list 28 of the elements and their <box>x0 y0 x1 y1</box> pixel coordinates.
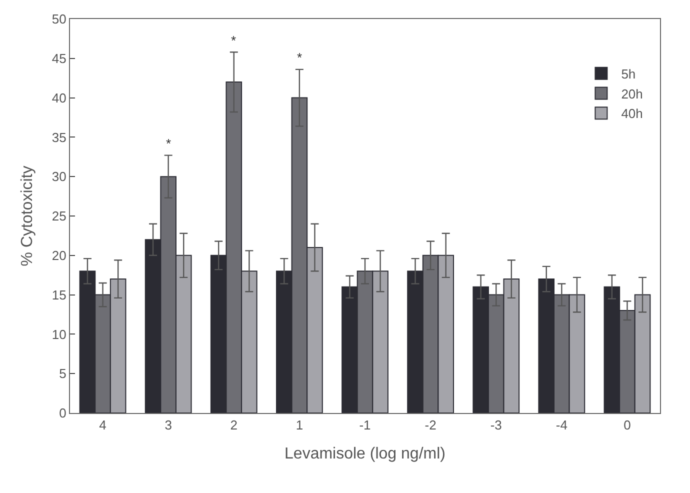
x-tick-label: -4 <box>556 418 568 433</box>
y-tick-label: 40 <box>52 90 66 106</box>
y-axis-title: % Cytotoxicity <box>18 166 36 266</box>
y-tick-label: 20 <box>52 248 66 263</box>
y-tick-label: 35 <box>52 130 66 145</box>
x-tick-label: -1 <box>359 418 371 433</box>
y-tick-label: 50 <box>52 12 66 27</box>
legend-label: 40h <box>621 106 643 122</box>
annotation: * <box>231 33 236 48</box>
x-tick-label: 1 <box>296 418 304 433</box>
annotation: * <box>166 136 172 151</box>
y-tick-label: 15 <box>52 287 66 302</box>
legend-label: 20h <box>621 86 643 102</box>
y-tick-label: 0 <box>59 406 66 421</box>
x-tick-label: 3 <box>164 418 172 433</box>
y-tick-label: 5 <box>59 366 66 382</box>
x-tick-label: -2 <box>424 418 436 433</box>
x-tick-label: -3 <box>490 418 502 433</box>
x-tick-label: 0 <box>624 418 631 433</box>
y-tick-label: 10 <box>52 326 66 342</box>
y-tick-label: 25 <box>52 208 66 224</box>
x-tick-label: 2 <box>230 418 238 433</box>
y-tick-label: 30 <box>52 169 66 184</box>
legend-label: 5h <box>621 66 636 82</box>
x-axis-title: Levamisole (log ng/ml) <box>284 445 446 462</box>
y-tick-label: 45 <box>52 50 66 66</box>
x-tick-label: 4 <box>99 418 106 433</box>
annotation: * <box>297 50 302 65</box>
